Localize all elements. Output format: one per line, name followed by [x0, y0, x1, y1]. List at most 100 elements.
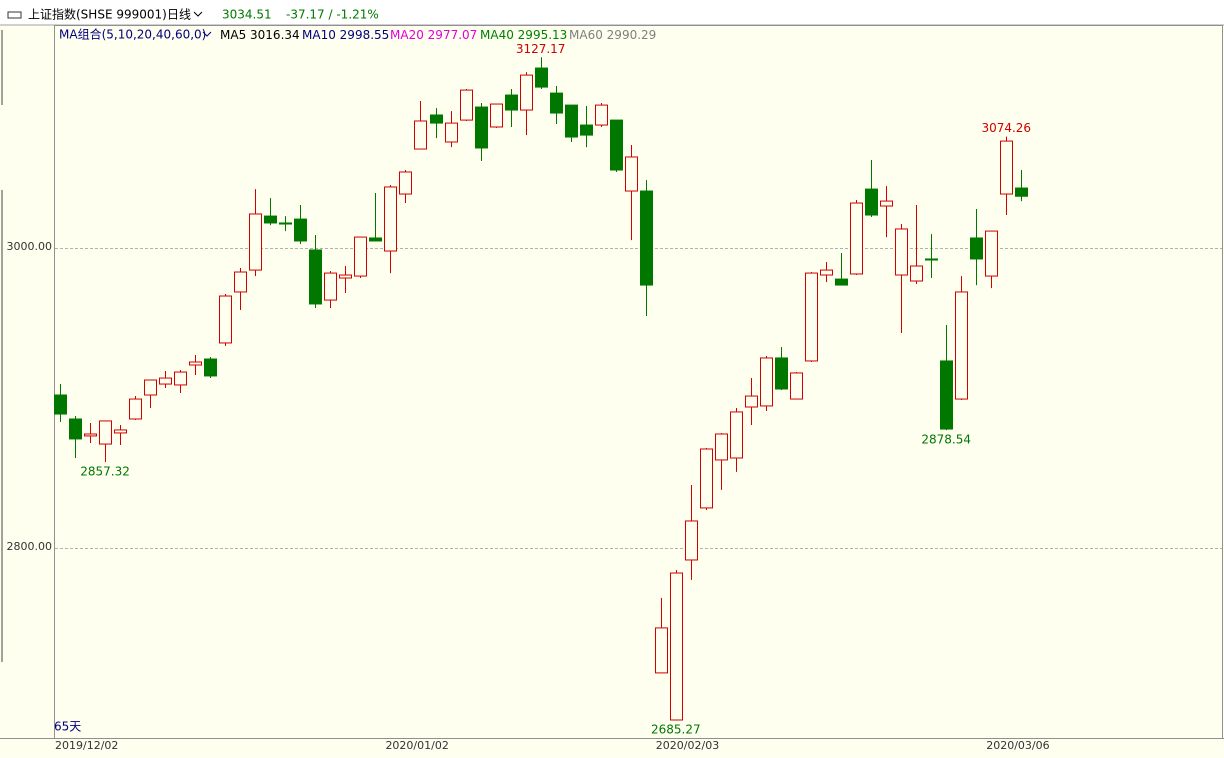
x-tick-label: 2020/02/03: [656, 739, 719, 752]
candle-body: [730, 411, 743, 459]
candle-body: [309, 249, 322, 305]
ma-value: 2998.55: [340, 28, 390, 42]
extreme-label: 2878.54: [921, 433, 971, 447]
link-icon[interactable]: [7, 11, 22, 19]
candle-body: [835, 278, 848, 286]
ma-name: MA5: [220, 28, 246, 42]
candle-body: [580, 124, 593, 136]
candle-body: [144, 379, 157, 396]
candle-body: [1015, 187, 1028, 197]
candle-body: [54, 394, 67, 415]
candle-body: [790, 372, 803, 400]
candle-body: [520, 74, 533, 111]
candle-body: [354, 236, 367, 277]
y-tick-label: 2800.00: [7, 540, 53, 553]
candle-body: [460, 89, 473, 121]
candle-body: [249, 213, 262, 271]
candle-body: [99, 420, 112, 445]
candle-body: [399, 171, 412, 195]
candle-body: [69, 418, 82, 440]
candle-body: [324, 272, 337, 301]
candle-body: [294, 218, 307, 242]
ma-value: 2977.07: [428, 28, 478, 42]
candle-body: [820, 269, 833, 276]
ma-name: MA20: [390, 28, 424, 42]
candle-body: [535, 67, 548, 88]
period[interactable]: 日线: [167, 8, 191, 22]
ma-legend: MA10 2998.55: [302, 28, 389, 42]
instrument-name[interactable]: 上证指数(SHSE 999001): [28, 7, 167, 22]
candle-body: [234, 271, 247, 293]
candle-body: [880, 200, 893, 207]
x-tick-label: 2019/12/02: [55, 739, 118, 752]
candle-body: [640, 190, 653, 286]
price-change: -37.17 / -1.21%: [286, 8, 379, 22]
plot-border: [54, 25, 1223, 739]
ma-dropdown[interactable]: [202, 31, 212, 37]
ma-value: 2995.13: [518, 28, 568, 42]
candle-body: [565, 104, 578, 138]
ma-legend: MA20 2977.07: [390, 28, 477, 42]
candle-body: [910, 265, 923, 282]
candle-body: [610, 119, 623, 171]
candle-body: [384, 186, 397, 252]
x-tick-label: 2020/03/06: [986, 739, 1049, 752]
candle-body: [475, 106, 488, 149]
ma-legend: MA60 2990.29: [569, 28, 656, 42]
ma-value: 3016.34: [250, 28, 300, 42]
candle-body: [655, 627, 668, 674]
candle-body: [505, 94, 518, 111]
extreme-label: 3074.26: [981, 121, 1031, 135]
x-tick-label: 2020/01/02: [385, 739, 448, 752]
candle-body: [670, 572, 683, 721]
candle-body: [369, 237, 382, 242]
last-price: 3034.51: [222, 8, 272, 22]
candle-body: [445, 122, 458, 143]
candle-body: [550, 92, 563, 114]
ma-value: 2990.29: [607, 28, 657, 42]
candle-body: [430, 114, 443, 124]
days-label: 65天: [54, 720, 81, 734]
ma-name: MA60: [569, 28, 603, 42]
candle-body: [189, 361, 202, 366]
toolbar: [0, 0, 1224, 25]
ma-name: MA40: [480, 28, 514, 42]
candle-body: [805, 272, 818, 362]
candle-body: [264, 215, 277, 224]
y-tick-label: 3000.00: [7, 240, 53, 253]
ma-legend: MA5 3016.34: [220, 28, 300, 42]
candle-body: [925, 258, 938, 261]
candle-body: [715, 433, 728, 461]
ma-legend: MA40 2995.13: [480, 28, 567, 42]
candle-body: [625, 156, 638, 192]
candle-body: [985, 230, 998, 277]
candle-body: [279, 222, 292, 225]
candle-body: [775, 357, 788, 390]
candle-body: [114, 429, 127, 434]
candle-body: [595, 104, 608, 126]
candle-body: [895, 228, 908, 276]
candle-body: [204, 358, 217, 377]
candle-body: [174, 371, 187, 386]
candle-body: [760, 357, 773, 407]
candle-body: [339, 274, 352, 279]
candle-body: [490, 103, 503, 128]
candle-body: [955, 291, 968, 400]
candle-body: [129, 398, 142, 420]
candle-body: [159, 377, 172, 385]
candle-body: [84, 433, 97, 437]
candle-body: [414, 120, 427, 150]
candle-body: [865, 188, 878, 216]
extreme-label: 2685.27: [651, 723, 701, 737]
candle-body: [970, 237, 983, 260]
period-dropdown[interactable]: [193, 11, 203, 17]
extreme-label: 3127.17: [516, 42, 566, 56]
candle-body: [685, 520, 698, 561]
extreme-label: 2857.32: [80, 465, 130, 479]
candle-body: [850, 202, 863, 275]
ma-title[interactable]: MA组合(5,10,20,40,60,0): [59, 27, 206, 42]
candle-body: [745, 395, 758, 408]
ma-name: MA10: [302, 28, 336, 42]
candle-body: [700, 448, 713, 509]
